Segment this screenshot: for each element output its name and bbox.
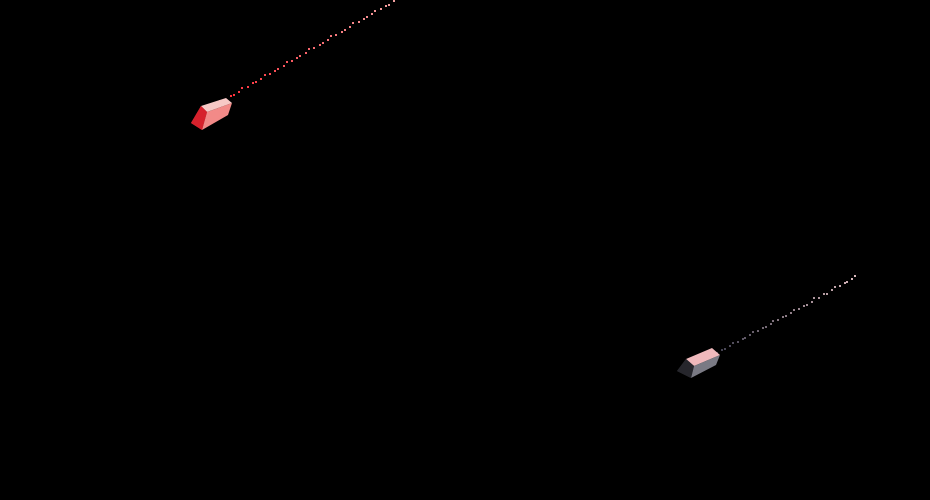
trail-dot — [388, 3, 391, 6]
trail-dot — [756, 329, 759, 332]
gray-block-right-face — [691, 355, 720, 378]
trail-dot — [362, 17, 365, 20]
trail-dot — [340, 30, 343, 33]
trail-dot — [731, 342, 734, 344]
gray-block-edge-highlight — [677, 359, 694, 378]
trail-dot — [365, 16, 368, 19]
trail-dot — [744, 337, 747, 340]
trail-dot — [296, 56, 299, 59]
red-block[interactable] — [188, 96, 234, 138]
trail-dot — [823, 293, 826, 296]
trail-dot — [385, 4, 387, 7]
trail-dot — [764, 325, 767, 328]
trail-dot — [330, 35, 332, 38]
trail-dot — [252, 82, 254, 85]
trail-dot — [357, 21, 360, 24]
trail-dot — [349, 25, 352, 28]
trail-dot — [393, 0, 396, 2]
trail-dot — [825, 292, 828, 295]
trail-dot — [854, 275, 857, 278]
trail-dot — [741, 337, 744, 340]
trail-dot — [263, 74, 266, 77]
trail-dot — [285, 61, 288, 64]
trail-dot — [352, 22, 355, 25]
trail-dot — [374, 9, 377, 12]
trail-dot — [282, 64, 285, 67]
trail-dot — [255, 81, 257, 84]
trail-dot — [321, 42, 324, 45]
trail-dot — [335, 34, 338, 37]
trail-dot — [761, 326, 764, 329]
red-block-right-face — [202, 103, 232, 130]
trail-dot — [241, 87, 244, 90]
trail-dot — [805, 303, 808, 306]
trail-dot — [371, 12, 374, 15]
trail-dot — [772, 319, 775, 322]
trail-dot — [785, 314, 788, 317]
trail-dot — [749, 333, 752, 336]
trail-dot — [318, 43, 321, 46]
trail-dot — [838, 285, 841, 288]
trail-dot — [802, 304, 805, 307]
trail-dot — [313, 47, 316, 50]
trail-dot — [810, 300, 813, 303]
trail-dot — [792, 308, 795, 311]
trail-dot — [379, 8, 382, 11]
trail-dot — [246, 85, 249, 88]
trail-dot — [777, 318, 780, 321]
trail-dot — [277, 68, 280, 71]
trail-dot — [291, 60, 293, 62]
trail-dot — [818, 296, 821, 299]
trail-dot — [723, 348, 726, 351]
trail-dot — [851, 278, 854, 281]
trail-dot — [274, 69, 277, 72]
trail-dot — [229, 95, 232, 98]
trail-dot — [843, 282, 846, 285]
trail-dot — [238, 90, 241, 93]
trail-dot — [728, 345, 731, 348]
trail-dot — [782, 315, 785, 318]
red-block-edge-highlight — [191, 106, 207, 130]
gray-block-shape — [677, 348, 720, 378]
trail-dot — [833, 286, 836, 289]
trail-dot — [769, 322, 772, 325]
trail-dot — [752, 330, 754, 333]
gray-block-top-face — [686, 348, 720, 366]
trail-dot — [268, 73, 271, 75]
trail-dot — [299, 55, 302, 58]
gray-block[interactable] — [672, 345, 724, 385]
trail-dot — [813, 297, 816, 300]
trail-dot — [304, 51, 307, 54]
trail-dot — [721, 349, 724, 352]
trail-dot — [232, 94, 235, 97]
red-block-shape — [191, 98, 232, 130]
trail-dot — [307, 48, 310, 51]
red-block-top-face — [201, 98, 232, 112]
trail-dot — [326, 38, 329, 41]
trail-dot — [260, 77, 263, 80]
trail-dot — [830, 289, 833, 292]
trail-dot — [343, 29, 346, 32]
trail-dot — [736, 341, 739, 344]
trail-dot — [790, 311, 793, 314]
trail-dot — [797, 307, 800, 310]
trail-dot — [846, 281, 849, 284]
